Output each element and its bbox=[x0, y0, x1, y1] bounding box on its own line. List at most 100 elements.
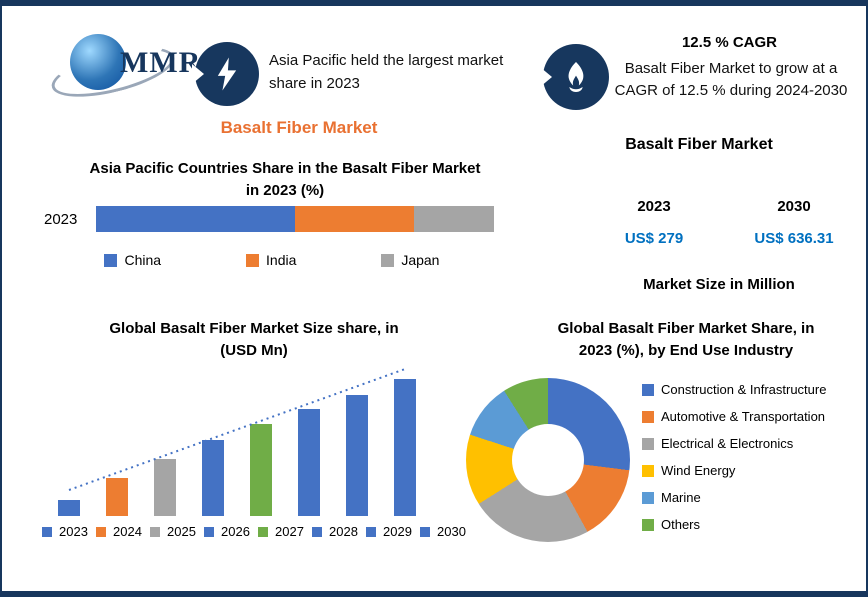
asia-share-chart: 2023 bbox=[44, 206, 494, 232]
bar-segment-japan bbox=[414, 206, 494, 232]
market-size-values-row: US$ 279 US$ 636.31 bbox=[604, 230, 844, 247]
legend-label: 2028 bbox=[329, 524, 358, 539]
flame-icon bbox=[568, 62, 584, 92]
legend-label: Marine bbox=[661, 490, 701, 505]
market-size-chart-title: Global Basalt Fiber Market Size share, i… bbox=[44, 318, 464, 362]
chart-title-line: Global Basalt Fiber Market Size share, i… bbox=[109, 320, 399, 337]
mmr-logo: MMR bbox=[22, 16, 202, 107]
legend-label: China bbox=[124, 252, 162, 268]
chart-title-line: Asia Pacific Countries Share in the Basa… bbox=[89, 160, 481, 177]
stacked-bar-row-label: 2023 bbox=[44, 210, 78, 228]
legend-item: China bbox=[104, 252, 161, 268]
legend-label: 2024 bbox=[113, 524, 142, 539]
section-title: Basalt Fiber Market bbox=[220, 118, 378, 137]
legend-label: 2023 bbox=[59, 524, 88, 539]
lightning-icon bbox=[217, 57, 237, 91]
bar-2030 bbox=[394, 379, 416, 516]
bar-2023 bbox=[58, 500, 80, 516]
asia-share-bar bbox=[96, 206, 494, 232]
legend-swatch bbox=[150, 526, 160, 537]
end-use-donut bbox=[466, 378, 630, 542]
legend-item: Construction & Infrastructure bbox=[642, 382, 826, 397]
legend-label: 2026 bbox=[221, 524, 250, 539]
legend-swatch bbox=[204, 526, 214, 537]
legend-swatch bbox=[642, 518, 654, 531]
legend-label: Others bbox=[661, 517, 701, 532]
legend-item: 2028 bbox=[312, 524, 358, 539]
bar-2026 bbox=[202, 440, 224, 516]
legend-label: Construction & Infrastructure bbox=[661, 382, 827, 397]
legend-swatch bbox=[642, 464, 654, 477]
chart-title-line: 2023 (%), by End Use Industry bbox=[578, 341, 794, 359]
legend-swatch bbox=[258, 526, 268, 537]
chart-title-line: (USD Mn) bbox=[220, 341, 288, 359]
right-callout-text: Basalt Fiber Market to grow at a CAGR of… bbox=[614, 60, 848, 99]
legend-item: 2024 bbox=[96, 524, 142, 539]
legend-swatch bbox=[642, 383, 654, 396]
trendline bbox=[68, 368, 406, 491]
legend-swatch bbox=[312, 526, 322, 537]
bar-2025 bbox=[154, 459, 176, 516]
legend-swatch bbox=[104, 253, 118, 267]
legend-item: Others bbox=[642, 517, 826, 532]
legend-swatch bbox=[42, 526, 52, 537]
cagr-heading: 12.5 % CAGR bbox=[681, 34, 778, 51]
legend-swatch bbox=[96, 526, 106, 537]
market-size-chart-plot bbox=[42, 366, 462, 516]
legend-label: Wind Energy bbox=[661, 463, 736, 478]
legend-swatch bbox=[642, 437, 654, 450]
legend-label: Japan bbox=[401, 252, 440, 268]
legend-item: 2025 bbox=[150, 524, 196, 539]
legend-label: 2027 bbox=[275, 524, 304, 539]
legend-item: Wind Energy bbox=[642, 463, 826, 478]
year-right: 2030 bbox=[777, 198, 811, 215]
bar-2028 bbox=[298, 409, 320, 516]
bar-segment-china bbox=[96, 206, 295, 232]
asia-share-legend: China India Japan bbox=[62, 252, 482, 268]
bar-2024 bbox=[106, 478, 128, 516]
market-size-caption: Market Size in Million bbox=[643, 276, 795, 293]
chart-title-line: Global Basalt Fiber Market Share, in bbox=[557, 320, 815, 337]
legend-label: Automotive & Transportation bbox=[661, 409, 826, 424]
legend-swatch bbox=[366, 526, 376, 537]
left-callout-text: Asia Pacific held the largest market sha… bbox=[269, 52, 504, 92]
value-left: US$ 279 bbox=[624, 230, 684, 247]
legend-swatch bbox=[642, 410, 654, 423]
globe-icon bbox=[70, 34, 126, 90]
logo-text: MMR bbox=[120, 46, 202, 79]
bubble-notch bbox=[192, 64, 204, 84]
lightning-bubble bbox=[192, 42, 259, 106]
value-right: US$ 636.31 bbox=[754, 230, 834, 247]
market-size-panel-title: Basalt Fiber Market bbox=[625, 136, 773, 153]
year-left: 2023 bbox=[637, 198, 671, 215]
bar-segment-india bbox=[295, 206, 415, 232]
bubble-notch bbox=[540, 67, 552, 87]
legend-item: India bbox=[246, 252, 296, 268]
legend-item: Marine bbox=[642, 490, 826, 505]
legend-item: 2023 bbox=[42, 524, 88, 539]
legend-item: Electrical & Electronics bbox=[642, 436, 826, 451]
legend-item: Automotive & Transportation bbox=[642, 409, 826, 424]
legend-swatch bbox=[381, 253, 395, 267]
legend-label: 2029 bbox=[383, 524, 412, 539]
donut-hole bbox=[512, 424, 584, 496]
legend-item: 2030 bbox=[420, 524, 466, 539]
legend-item: 2026 bbox=[204, 524, 250, 539]
end-use-chart-title: Global Basalt Fiber Market Share, in 202… bbox=[496, 318, 866, 362]
chart-title-line: in 2023 (%) bbox=[245, 181, 325, 199]
market-size-chart-legend: 2023 2024 2025 2026 2027 2028 2029 2030 bbox=[42, 524, 466, 539]
legend-swatch bbox=[642, 491, 654, 504]
legend-swatch bbox=[246, 253, 260, 267]
market-size-years-row: 2023 2030 bbox=[604, 198, 844, 215]
legend-item: Japan bbox=[381, 252, 439, 268]
asia-share-chart-title: Asia Pacific Countries Share in the Basa… bbox=[65, 158, 505, 202]
legend-label: 2030 bbox=[437, 524, 466, 539]
end-use-legend: Construction & Infrastructure Automotive … bbox=[642, 382, 826, 532]
bar-2029 bbox=[346, 395, 368, 516]
legend-item: 2029 bbox=[366, 524, 412, 539]
legend-label: 2025 bbox=[167, 524, 196, 539]
legend-item: 2027 bbox=[258, 524, 304, 539]
bar-2027 bbox=[250, 424, 272, 516]
flame-bubble bbox=[540, 44, 609, 110]
